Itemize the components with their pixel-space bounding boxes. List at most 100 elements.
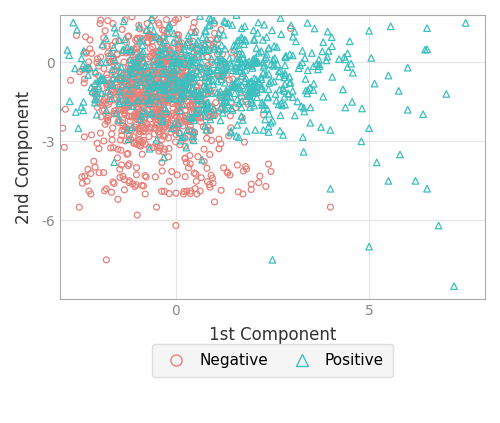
Point <box>300 148 308 155</box>
Point <box>191 45 199 52</box>
Point <box>154 81 162 88</box>
Point <box>144 71 152 78</box>
Point <box>118 70 126 77</box>
Point <box>272 91 280 97</box>
Point <box>298 59 306 66</box>
Point <box>181 76 189 82</box>
Point <box>185 90 193 96</box>
Point <box>138 77 145 84</box>
Point <box>194 54 202 60</box>
Point <box>156 89 164 96</box>
Point <box>238 25 246 32</box>
Point <box>160 39 168 46</box>
Point <box>204 104 212 111</box>
Point <box>265 80 273 86</box>
Point <box>82 65 90 71</box>
Point <box>216 72 224 79</box>
Point <box>180 54 188 61</box>
Point <box>133 105 141 112</box>
Point <box>120 107 128 114</box>
Point <box>65 52 73 58</box>
Point <box>193 96 201 102</box>
Point <box>135 130 143 137</box>
Point <box>53 70 61 77</box>
Point <box>179 123 187 129</box>
Point <box>462 19 469 26</box>
Point <box>140 0 148 1</box>
Point <box>227 99 235 106</box>
Point <box>222 98 230 105</box>
Point <box>128 66 136 72</box>
Point <box>176 59 184 66</box>
Point <box>164 92 172 99</box>
Point <box>193 51 201 58</box>
Point <box>146 71 154 77</box>
Point <box>241 78 249 85</box>
Point <box>140 183 147 190</box>
Point <box>145 32 153 39</box>
Point <box>181 155 189 162</box>
Point <box>148 75 156 82</box>
Point <box>170 40 178 47</box>
Point <box>79 62 87 69</box>
Point <box>176 96 184 102</box>
Point <box>188 71 196 77</box>
Point <box>144 38 152 45</box>
Point <box>22 39 30 46</box>
Point <box>134 97 142 104</box>
Point <box>133 67 141 74</box>
Point <box>178 101 186 107</box>
Point <box>94 55 102 62</box>
Point <box>180 76 188 83</box>
Point <box>132 181 140 188</box>
Point <box>190 29 198 36</box>
Point <box>98 90 106 97</box>
Point <box>99 43 107 50</box>
Point <box>122 49 130 56</box>
Point <box>159 46 167 52</box>
Point <box>210 105 218 112</box>
Point <box>172 97 180 104</box>
Point <box>150 83 158 90</box>
Point <box>133 103 141 110</box>
Point <box>98 107 106 114</box>
Point <box>212 35 220 42</box>
Point <box>203 128 211 135</box>
Point <box>174 123 182 130</box>
Point <box>166 70 173 77</box>
Point <box>404 106 411 113</box>
Point <box>186 115 194 121</box>
Point <box>102 256 110 263</box>
Point <box>324 48 332 55</box>
Point <box>208 55 216 62</box>
Point <box>169 55 177 62</box>
Point <box>102 35 110 42</box>
Point <box>118 89 126 96</box>
Point <box>166 120 174 126</box>
Point <box>170 30 178 37</box>
Point <box>233 55 241 61</box>
Point <box>150 88 158 95</box>
Point <box>270 43 278 49</box>
Point <box>136 25 144 32</box>
Point <box>232 12 240 19</box>
Point <box>202 84 210 91</box>
Point <box>166 48 173 55</box>
Point <box>150 12 158 19</box>
Point <box>110 68 118 75</box>
Point <box>171 85 179 91</box>
Point <box>182 43 190 49</box>
Point <box>206 181 214 188</box>
Point <box>218 91 226 98</box>
Point <box>137 123 145 129</box>
Point <box>178 50 186 57</box>
Point <box>203 105 211 112</box>
Point <box>222 65 230 71</box>
Point <box>123 151 131 158</box>
Point <box>244 61 252 68</box>
Point <box>170 96 178 102</box>
Point <box>252 126 260 133</box>
Point <box>145 64 153 71</box>
Point <box>158 69 166 76</box>
Point <box>158 81 166 88</box>
